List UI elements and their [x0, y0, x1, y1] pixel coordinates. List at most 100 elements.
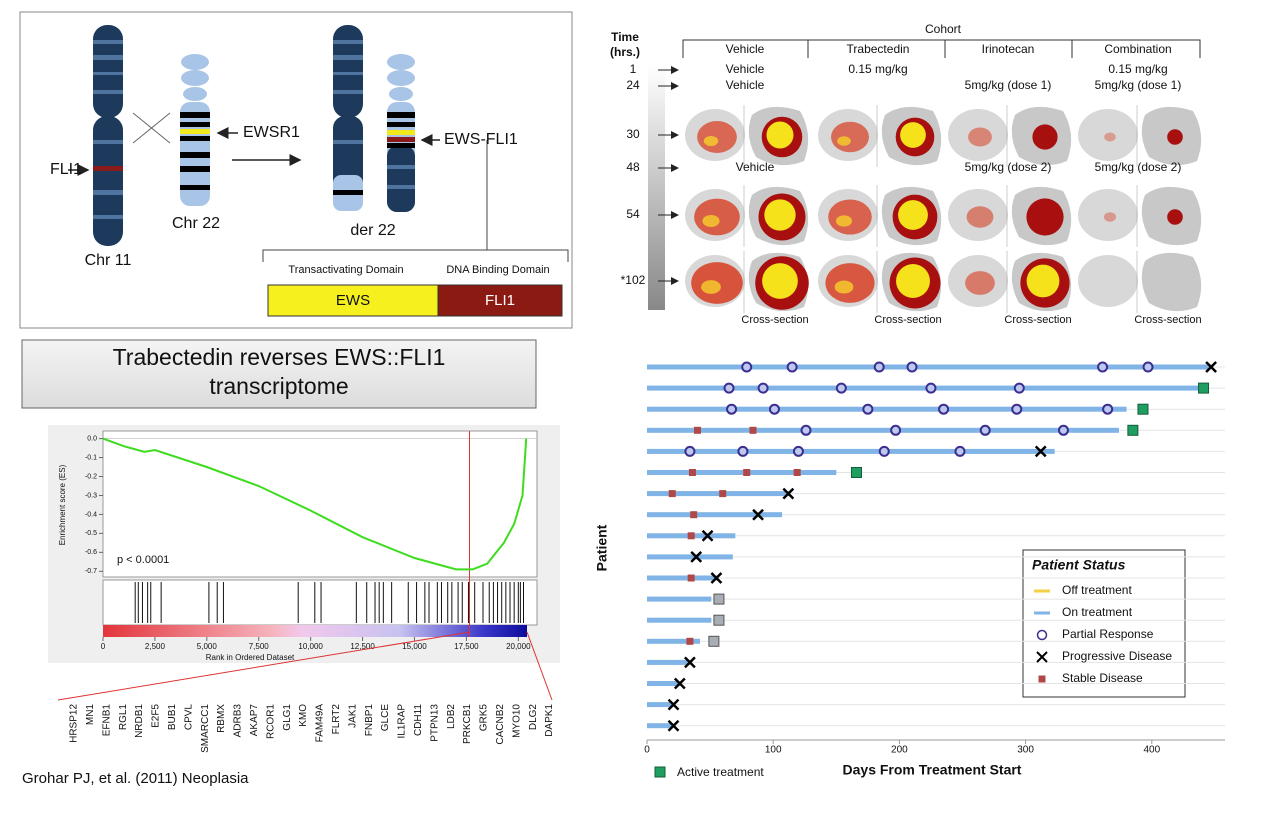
label: DNA Binding Domain — [446, 264, 549, 276]
x-axis-label: Rank in Ordered Dataset — [206, 653, 295, 662]
partial-response — [1102, 403, 1114, 415]
dose-label: Vehicle — [736, 160, 775, 174]
progressive-disease — [782, 487, 795, 500]
stable-disease — [688, 469, 696, 476]
progressive-disease — [1034, 445, 1047, 458]
header-bracket — [682, 39, 1201, 58]
label: FLI1 — [485, 292, 515, 309]
time-wedge — [648, 65, 665, 310]
progressive-disease — [710, 572, 723, 584]
tumor-signal — [831, 121, 869, 153]
x-tick-label: 100 — [765, 745, 782, 756]
gene-label: PTPN13 — [429, 704, 440, 742]
y-tick-label: -0.5 — [85, 530, 97, 537]
marker — [713, 593, 725, 605]
y-tick-label: -0.4 — [85, 511, 97, 518]
tumor-signal — [701, 280, 721, 294]
zoom-line — [57, 631, 471, 701]
tumor-image — [1078, 255, 1138, 307]
gene-label: EFNB1 — [101, 704, 112, 737]
stable-disease — [687, 532, 695, 540]
y-tick-label: -0.2 — [85, 473, 97, 480]
cross-signal — [900, 122, 926, 148]
ews-domain — [267, 284, 439, 317]
dose-label: 5mg/kg (dose 1) — [965, 78, 1052, 92]
partial-response — [835, 382, 847, 394]
title: Trabectedin reverses EWS::FLI1 — [113, 344, 446, 370]
treatment-bar — [647, 385, 1200, 391]
gene-label: GLCE — [380, 704, 391, 732]
stable-disease — [687, 574, 695, 582]
progressive-disease — [752, 508, 764, 521]
gene-label: ADRB3 — [233, 704, 244, 738]
title: transcriptome — [209, 373, 348, 399]
gene-label: IL1RAP — [397, 704, 408, 739]
x-tick-label: 2,500 — [145, 642, 166, 651]
legend-title: Patient Status — [1032, 557, 1126, 573]
cross-signal — [1032, 124, 1058, 150]
column-header: Vehicle — [726, 42, 765, 56]
tumor-signal — [837, 136, 851, 146]
cross-signal — [766, 121, 794, 149]
gene-label: CPVL — [183, 704, 194, 731]
gene-label: RCOR1 — [265, 704, 276, 739]
progressive-disease — [673, 677, 686, 690]
gsea-panel: Enrichment score (ES) Rank in Ordered Da… — [48, 425, 560, 663]
es-curve — [102, 437, 528, 571]
treatment-bar — [647, 659, 690, 665]
tumor-image — [1078, 189, 1138, 241]
es-plot — [102, 430, 538, 578]
label: EWS-FLI1 — [444, 131, 518, 148]
label: EWS — [336, 292, 370, 309]
p-value: p < 0.0001 — [117, 554, 169, 566]
dose-label: Vehicle — [726, 78, 765, 92]
treatment-bar — [647, 554, 733, 560]
gene-label: FNBP1 — [364, 704, 375, 737]
y-tick-label: -0.1 — [85, 454, 97, 461]
gene-label: CDH11 — [413, 704, 424, 736]
gene-label: DAPK1 — [544, 704, 555, 737]
x-tick-label: 10,000 — [298, 642, 323, 651]
tumor-signal — [835, 215, 853, 227]
label: Chr 11 — [85, 252, 132, 269]
legend-swatch — [1036, 629, 1048, 641]
gene-label: HRSP12 — [69, 704, 80, 743]
partial-response — [1142, 361, 1154, 373]
y-tick-label: 0.0 — [87, 435, 97, 442]
time-label: 54 — [626, 207, 640, 221]
cross-section-label: Cross-section — [874, 314, 941, 326]
cross-signal — [1167, 129, 1183, 145]
gene-label: NRDB1 — [134, 704, 145, 738]
treatment-bar — [647, 723, 673, 729]
x-tick-label: 200 — [891, 745, 908, 756]
partial-response — [878, 445, 890, 457]
bracket — [262, 140, 569, 262]
tumor-signal — [703, 135, 719, 147]
x-tick-label: 7,500 — [249, 642, 270, 651]
cross-section — [1141, 252, 1202, 312]
gene-label: LDB2 — [446, 704, 457, 729]
partial-response — [890, 424, 902, 436]
stable-disease — [743, 469, 751, 476]
stable-disease — [749, 426, 757, 434]
partial-response — [792, 445, 804, 457]
stable-disease — [693, 426, 701, 434]
gene-label: RGL1 — [118, 704, 129, 731]
partial-response — [741, 361, 753, 373]
active-treatment — [1137, 403, 1149, 415]
stable-disease — [793, 469, 801, 476]
dose-label: 5mg/kg (dose 2) — [965, 160, 1052, 174]
treatment-bar — [647, 681, 680, 686]
cross-signal — [1026, 198, 1064, 236]
cohort-title: Cohort — [925, 22, 962, 36]
cross-signal — [1167, 209, 1183, 225]
time-label: 48 — [626, 160, 640, 174]
marker — [708, 635, 720, 647]
marker — [713, 614, 725, 626]
swimmer-panel: 0 100 200 300 400 Days From Treatment Start Pa… — [594, 361, 1225, 779]
legend-label: Off treatment — [1062, 583, 1132, 597]
legend-label: On treatment — [1062, 605, 1133, 619]
x-tick-label: 15,000 — [402, 642, 427, 651]
cross-signal — [762, 263, 798, 299]
dose-label: 0.15 mg/kg — [848, 62, 907, 76]
